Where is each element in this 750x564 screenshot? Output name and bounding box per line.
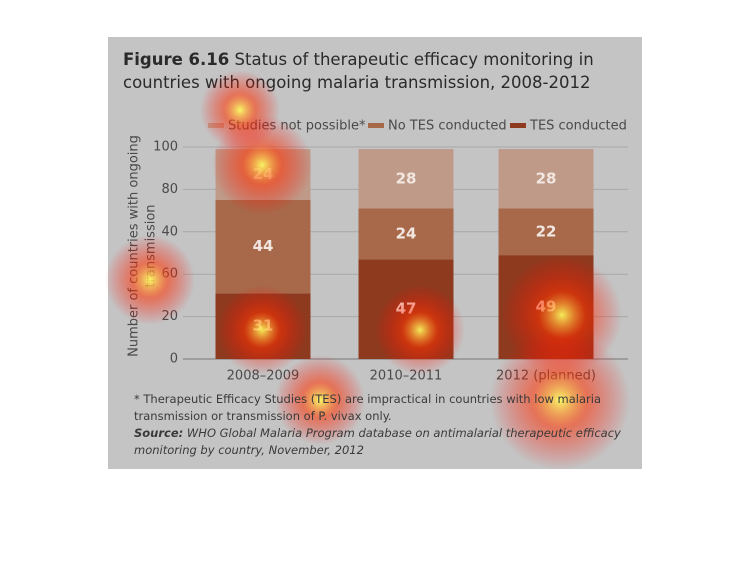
bar-segment bbox=[358, 149, 454, 209]
x-tick-label: 2010–2011 bbox=[370, 369, 443, 384]
legend-swatch bbox=[510, 123, 526, 128]
source: WHO Global Malaria Program database on a… bbox=[134, 426, 621, 457]
y-axis-label: Number of countries with ongoing bbox=[127, 135, 142, 357]
bar-segment bbox=[498, 149, 594, 209]
x-tick-label: 2008–2009 bbox=[227, 369, 300, 384]
bar-segment bbox=[358, 208, 454, 260]
y-tick-label: 80 bbox=[161, 182, 178, 197]
y-tick-label: 40 bbox=[161, 224, 178, 239]
y-axis-label: transmission bbox=[144, 204, 159, 287]
x-tick-label: 2012 (planned) bbox=[496, 369, 596, 384]
data-label: 24 bbox=[396, 224, 417, 242]
data-label: 31 bbox=[253, 317, 274, 335]
y-tick-label: 100 bbox=[153, 140, 178, 155]
legend-label: TES conducted bbox=[529, 119, 627, 134]
figure-label: Figure 6.16 bbox=[123, 50, 230, 69]
data-label: 22 bbox=[536, 222, 557, 240]
data-label: 49 bbox=[536, 298, 557, 316]
footnote: * Therapeutic Efficacy Studies (TES) are… bbox=[134, 392, 601, 423]
y-tick-label: 20 bbox=[161, 309, 178, 324]
legend-label: Studies not possible* bbox=[228, 119, 366, 134]
legend-swatch bbox=[368, 123, 384, 128]
data-label: 44 bbox=[253, 237, 274, 255]
source-label: Source: bbox=[134, 426, 184, 440]
footnotes: * Therapeutic Efficacy Studies (TES) are… bbox=[134, 391, 629, 459]
legend-label: No TES conducted bbox=[388, 119, 507, 134]
bar-segment bbox=[215, 200, 311, 294]
bar-segment bbox=[498, 208, 594, 256]
data-label: 28 bbox=[536, 169, 557, 187]
source-line: Source: WHO Global Malaria Program datab… bbox=[134, 425, 629, 459]
legend-swatch bbox=[208, 123, 224, 128]
y-tick-label: 0 bbox=[170, 352, 178, 367]
data-label: 28 bbox=[396, 169, 417, 187]
data-label: 47 bbox=[396, 300, 417, 318]
y-tick-label: 60 bbox=[161, 267, 178, 282]
plot-area: 100 80 40 60 20 0 2008–2009 31 44 24 2010–2011 47 24… bbox=[153, 119, 628, 384]
data-label: 24 bbox=[253, 165, 274, 183]
